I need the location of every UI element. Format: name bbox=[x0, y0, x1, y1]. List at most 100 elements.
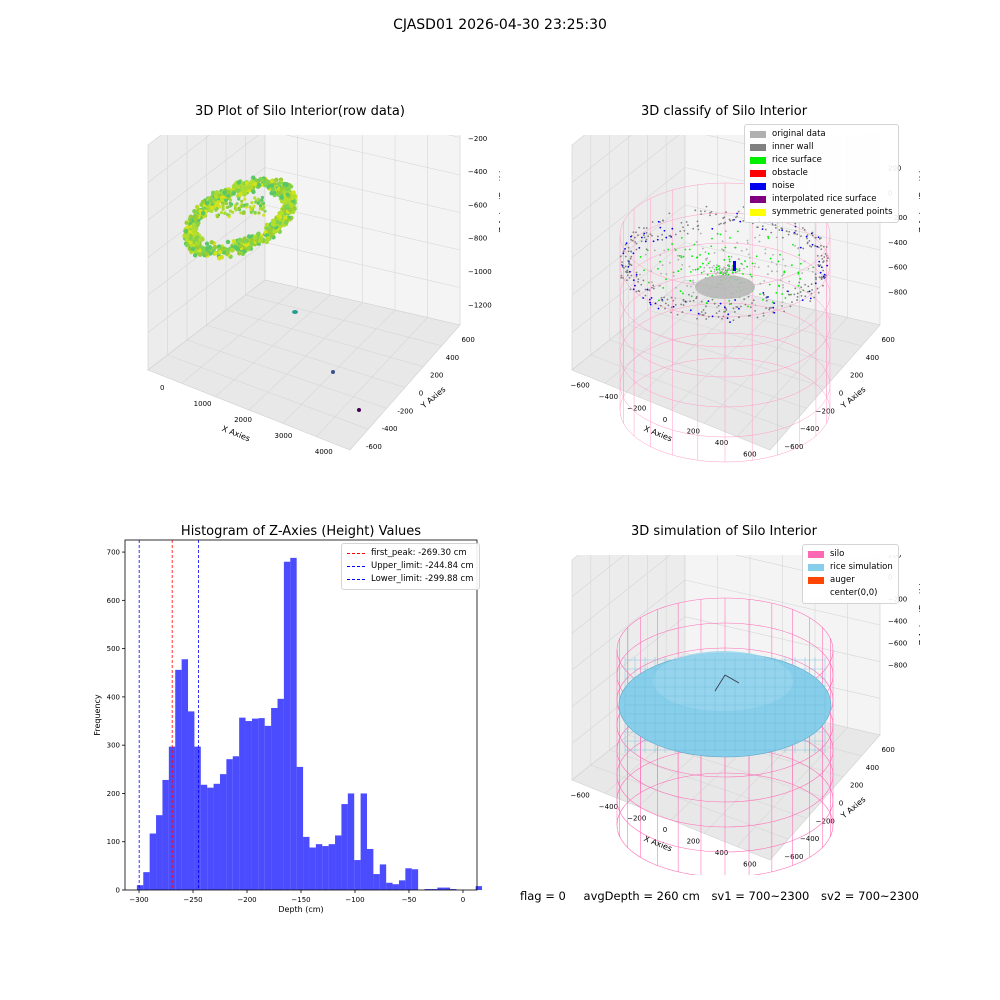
z-tick-label: −800 bbox=[888, 288, 907, 296]
legend-label: original data bbox=[772, 129, 826, 139]
legend-item: noise bbox=[750, 180, 893, 193]
histogram-bar bbox=[366, 848, 374, 890]
classify-legend: original data inner wall rice surface obsta… bbox=[744, 124, 899, 223]
legend-label: symmetric generated points bbox=[772, 207, 893, 217]
y-tick-label: 700 bbox=[107, 549, 120, 557]
legend-item: obstacle bbox=[750, 167, 893, 180]
x-tick-label: −200 bbox=[237, 896, 256, 904]
y-tick-label: 600 bbox=[461, 336, 474, 344]
histogram-bar bbox=[328, 844, 336, 890]
histogram-bar bbox=[405, 868, 412, 890]
histogram-bar bbox=[443, 887, 451, 890]
legend-item: interpolated rice surface bbox=[750, 193, 893, 206]
histogram-bar bbox=[283, 561, 291, 890]
x-tick-label: 0 bbox=[461, 896, 465, 904]
raw-outlier-point bbox=[331, 370, 335, 374]
x-tick-label: 400 bbox=[715, 849, 728, 857]
y-tick-label: −200 bbox=[816, 817, 835, 825]
histogram-bar bbox=[303, 836, 310, 890]
x-axis-label: Depth (cm) bbox=[278, 905, 323, 914]
x-tick-label: 400 bbox=[715, 439, 728, 447]
histogram-bar bbox=[181, 659, 189, 890]
histogram-bar bbox=[347, 793, 355, 890]
histogram-bar bbox=[309, 847, 316, 890]
histogram-bar bbox=[258, 718, 265, 890]
simulation-3d-plot[interactable]: −600 −400 −200 0 200 400 600 −600 −400 −200 0 200 40… bbox=[560, 555, 920, 875]
legend-item: symmetric generated points bbox=[750, 206, 893, 219]
histogram-bar bbox=[136, 885, 144, 890]
histogram-bar bbox=[245, 721, 252, 890]
x-tick-label: 1000 bbox=[194, 400, 212, 408]
histogram-bar bbox=[322, 846, 329, 890]
flag-text: flag = 0 bbox=[520, 889, 566, 903]
z-tick-label: −400 bbox=[888, 239, 907, 247]
x-tick-label: 0 bbox=[663, 826, 667, 834]
legend-swatch bbox=[808, 551, 824, 558]
y-tick-label: 0 bbox=[419, 390, 423, 398]
legend-swatch bbox=[750, 170, 766, 177]
legend-item: center(0,0) bbox=[808, 587, 893, 600]
y-tick-label: 600 bbox=[107, 597, 120, 605]
legend-item: Lower_limit: -299.88 cm bbox=[347, 573, 474, 586]
legend-label: interpolated rice surface bbox=[772, 194, 877, 204]
z-tick-label: −800 bbox=[468, 235, 487, 243]
y-tick-label: 200 bbox=[430, 372, 443, 380]
x-tick-label: −200 bbox=[627, 405, 646, 413]
histogram-legend: first_peak: -269.30 cm Upper_limit: -244.… bbox=[341, 543, 480, 590]
y-tick-label: 300 bbox=[107, 742, 120, 750]
histogram-bar bbox=[335, 835, 342, 890]
y-tick-label: −600 bbox=[784, 443, 803, 451]
histogram-bar bbox=[360, 793, 367, 890]
auger-line bbox=[714, 674, 726, 692]
x-tick-label: −200 bbox=[627, 815, 646, 823]
histogram-bar bbox=[475, 886, 483, 890]
raw-3d-plot[interactable]: 01000200030004000-600-400-20002004006000… bbox=[140, 135, 500, 465]
legend-item: Upper_limit: -244.84 cm bbox=[347, 560, 474, 573]
histogram-bar bbox=[398, 880, 406, 890]
x-tick-label: 4000 bbox=[315, 448, 333, 456]
z-tick-label: −1200 bbox=[468, 301, 492, 309]
histogram-bar bbox=[162, 779, 169, 890]
z-axis-label: Z Axies (Depth) bbox=[918, 170, 920, 233]
histogram-bar bbox=[430, 889, 438, 890]
histogram-bar bbox=[188, 711, 195, 890]
y-tick-label: 400 bbox=[866, 764, 879, 772]
y-tick-label: 500 bbox=[107, 645, 120, 653]
histogram-bar bbox=[392, 884, 399, 890]
histogram-bar bbox=[213, 783, 220, 890]
y-tick-label: -600 bbox=[366, 443, 382, 451]
x-tick-label: −150 bbox=[291, 896, 310, 904]
legend-item: inner wall bbox=[750, 141, 893, 154]
x-tick-label: −250 bbox=[183, 896, 202, 904]
histogram-chart[interactable]: −300 −250 −200 −150 −100 −50 0 0 100 200 300 400 500… bbox=[80, 530, 500, 920]
raw-outlier-point bbox=[357, 408, 361, 412]
histogram-bar bbox=[226, 759, 233, 890]
legend-swatch bbox=[750, 131, 766, 138]
legend-item: first_peak: -269.30 cm bbox=[347, 547, 474, 560]
legend-swatch bbox=[750, 196, 766, 203]
histogram-bar bbox=[271, 708, 278, 890]
histogram-bar bbox=[450, 889, 457, 890]
x-tick-label: 600 bbox=[743, 450, 756, 458]
z-tick-label: −600 bbox=[468, 201, 487, 209]
y-tick-label: −200 bbox=[816, 407, 835, 415]
z-axis-label: Z Axies (Depth) bbox=[918, 583, 920, 646]
z-tick-label: −200 bbox=[468, 135, 487, 143]
histogram-bar bbox=[143, 872, 150, 890]
sv1-text: sv1 = 700~2300 bbox=[711, 889, 810, 903]
legend-label: first_peak: -269.30 cm bbox=[371, 548, 467, 558]
legend-line-sample bbox=[347, 553, 365, 554]
z-axis-label: Z Axies (Depth) bbox=[498, 170, 500, 233]
y-tick-label: 100 bbox=[107, 838, 120, 846]
legend-line-sample bbox=[347, 566, 365, 567]
legend-swatch bbox=[750, 144, 766, 151]
histogram-bar bbox=[354, 860, 361, 890]
y-tick-label: 600 bbox=[881, 746, 894, 754]
avg-depth-text: avgDepth = 260 cm bbox=[583, 889, 700, 903]
histogram-bar bbox=[251, 718, 259, 890]
classify-3d-plot[interactable]: −600 −400 −200 0 200 400 600 −600 −400 −200 0 200 40… bbox=[560, 135, 920, 465]
histogram-bar bbox=[315, 844, 323, 890]
histogram-bar bbox=[424, 889, 431, 890]
x-tick-label: −100 bbox=[345, 896, 364, 904]
legend-item: auger bbox=[808, 574, 893, 587]
